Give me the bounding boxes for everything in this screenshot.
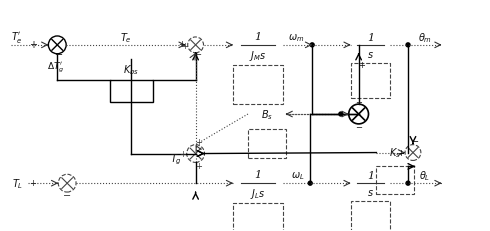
Text: 1: 1 xyxy=(367,170,374,180)
FancyBboxPatch shape xyxy=(376,167,414,194)
Text: $K_{bs}$: $K_{bs}$ xyxy=(123,63,140,77)
Text: $K_s$: $K_s$ xyxy=(389,146,401,160)
Circle shape xyxy=(310,44,314,48)
Text: −: − xyxy=(355,123,362,132)
Circle shape xyxy=(406,44,410,48)
Text: +: + xyxy=(178,40,185,49)
Circle shape xyxy=(308,181,312,185)
Text: +: + xyxy=(355,97,362,106)
Text: +: + xyxy=(179,149,186,158)
FancyBboxPatch shape xyxy=(233,65,283,105)
Text: +: + xyxy=(181,42,188,51)
Text: +: + xyxy=(195,161,202,170)
Text: +: + xyxy=(397,148,404,157)
Text: −: − xyxy=(194,49,202,60)
Text: $\omega_m$: $\omega_m$ xyxy=(288,32,304,44)
Text: 1: 1 xyxy=(254,32,261,42)
Text: $s$: $s$ xyxy=(367,49,374,60)
FancyBboxPatch shape xyxy=(110,81,153,103)
Circle shape xyxy=(406,181,410,185)
Text: $\omega_L$: $\omega_L$ xyxy=(291,170,304,181)
FancyBboxPatch shape xyxy=(248,129,286,159)
Text: 1: 1 xyxy=(254,170,261,179)
Text: $T_L$: $T_L$ xyxy=(12,176,24,190)
Text: +: + xyxy=(28,40,37,50)
Text: $T_g$: $T_g$ xyxy=(170,152,182,166)
Text: $B_s$: $B_s$ xyxy=(261,108,273,121)
Text: $T_e$: $T_e$ xyxy=(120,31,131,45)
Circle shape xyxy=(339,112,343,116)
Text: $\Delta T_g'$: $\Delta T_g'$ xyxy=(47,60,64,74)
FancyBboxPatch shape xyxy=(351,201,390,231)
Text: 1: 1 xyxy=(367,33,374,43)
Text: +: + xyxy=(358,61,365,70)
Text: $T_e'$: $T_e'$ xyxy=(11,30,23,45)
Text: $s$: $s$ xyxy=(367,187,374,197)
Text: +: + xyxy=(195,138,202,146)
Text: −: − xyxy=(55,49,63,60)
FancyBboxPatch shape xyxy=(351,63,390,99)
FancyBboxPatch shape xyxy=(233,203,283,231)
Text: $J_L s$: $J_L s$ xyxy=(250,186,266,200)
Text: +: + xyxy=(29,178,36,187)
Text: −: − xyxy=(412,137,418,146)
Text: $J_M s$: $J_M s$ xyxy=(249,49,267,62)
Text: $\theta_L$: $\theta_L$ xyxy=(419,169,431,182)
Text: −: − xyxy=(63,190,71,200)
Text: $\theta_m$: $\theta_m$ xyxy=(418,31,432,45)
